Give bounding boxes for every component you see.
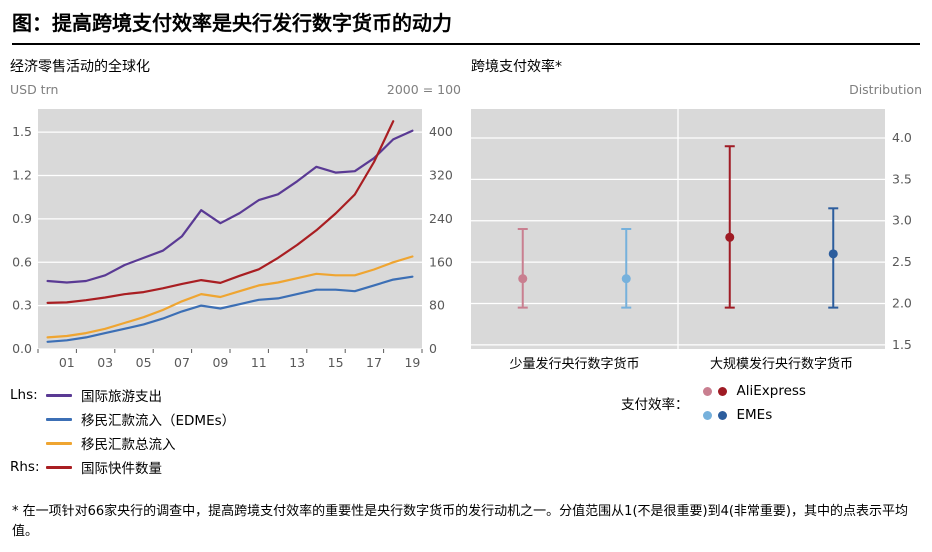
- right-chart-title: 跨境支付效率*: [471, 59, 562, 75]
- usd-trn-unit-label: USD trn: [10, 82, 59, 97]
- right-panel: 跨境支付效率* Distribution 1.5 2.0 2.5 3.0 3.5 4.0 少…: [471, 45, 922, 481]
- legend-row-travel: Lhs: 国际旅游支出: [10, 385, 461, 405]
- lhs-tick: 0.9: [12, 211, 32, 226]
- lhs-tick: 0.0: [12, 341, 32, 356]
- aliexpress-small-dot: [702, 386, 712, 396]
- remit-total-line-swatch: [46, 441, 72, 445]
- lhs-tick: 0.3: [12, 298, 32, 313]
- line-plot-area: [38, 109, 422, 349]
- legend-label-travel: 国际旅游支出: [81, 389, 162, 405]
- left-chart-title: 经济零售活动的全球化: [10, 59, 150, 75]
- mean-dot-light_blue: [621, 274, 631, 284]
- travel-line-swatch: [46, 393, 72, 397]
- emes-small-dot: [702, 410, 712, 420]
- left-panel: 经济零售活动的全球化 USD trn 2000 = 100 0.0 0 0.3 80 0…: [10, 45, 461, 481]
- left-axis-units: USD trn 2000 = 100: [10, 78, 461, 97]
- right-legend: 支付效率： AliExpress EMEs: [471, 383, 922, 423]
- x-tick-label: 01: [59, 355, 75, 370]
- parcels-line-swatch: [46, 465, 72, 469]
- y-tick: 2.5: [892, 254, 912, 269]
- legend-label-emes: EMEs: [736, 407, 773, 423]
- x-tick-label: 03: [97, 355, 113, 370]
- y-tick: 1.5: [892, 337, 912, 352]
- rhs-label: Rhs:: [10, 459, 40, 475]
- legend-label-parcels: 国际快件数量: [81, 461, 162, 477]
- chart-panels: 经济零售活动的全球化 USD trn 2000 = 100 0.0 0 0.3 80 0…: [0, 45, 932, 481]
- line-chart-svg: 0.0 0 0.3 80 0.6 160 0.9 240 1.2 320 1.5 400 01 03 05 0…: [12, 109, 453, 370]
- legend-row-remit-edmes: 移民汇款流入（EDMEs）: [10, 409, 461, 429]
- legend-label-remit-total: 移民汇款总流入: [81, 437, 176, 453]
- remit-edmes-line-swatch: [46, 417, 72, 421]
- right-legend-rows: AliExpress EMEs: [702, 383, 806, 423]
- lhs-tick: 0.6: [12, 254, 32, 269]
- lhs-label: Lhs:: [10, 387, 38, 403]
- legend-label-aliexpress: AliExpress: [736, 383, 806, 399]
- x-tick-label: 07: [174, 355, 190, 370]
- legend-row-emes: EMEs: [702, 407, 806, 423]
- y-tick: 4.0: [892, 130, 912, 145]
- page-title: 图：提高跨境支付效率是央行发行数字货币的动力: [12, 11, 452, 35]
- x-tick-label: 05: [136, 355, 152, 370]
- x-tick-label: 17: [366, 355, 382, 370]
- rhs-tick: 320: [429, 168, 453, 183]
- figure-header: 图：提高跨境支付效率是央行发行数字货币的动力: [0, 0, 932, 45]
- x-tick-label: 19: [404, 355, 420, 370]
- footnote: * 在一项针对66家央行的调查中，提高跨境支付效率的重要性是央行数字货币的发行动…: [12, 503, 909, 539]
- lhs-tick: 1.2: [12, 168, 32, 183]
- legend-label-remit-edmes: 移民汇款流入（EDMEs）: [81, 413, 236, 429]
- rhs-tick: 400: [429, 124, 453, 139]
- x-tick-label: 15: [328, 355, 344, 370]
- emes-large-dot: [717, 410, 727, 420]
- x-tick-label: 11: [251, 355, 267, 370]
- right-axis-units: Distribution: [471, 78, 922, 97]
- mean-dot-dark_red: [725, 232, 735, 242]
- mean-dot-dark_blue: [828, 249, 838, 259]
- payment-efficiency-label: 支付效率：: [621, 397, 689, 413]
- title-underline: [12, 43, 920, 45]
- dot-chart-svg: 1.5 2.0 2.5 3.0 3.5 4.0 少量发行央行数字货币 大规模发行央行数字货币: [471, 109, 912, 371]
- legend-row-parcels: Rhs: 国际快件数量: [10, 457, 461, 477]
- y-tick: 2.0: [892, 295, 912, 310]
- series-blue: [46, 275, 414, 343]
- rhs-tick: 240: [429, 211, 453, 226]
- rhs-tick: 80: [429, 298, 445, 313]
- y-tick: 3.0: [892, 213, 912, 228]
- group-label: 大规模发行央行数字货币: [710, 356, 853, 371]
- aliexpress-large-dot: [717, 386, 727, 396]
- group-label: 少量发行央行数字货币: [509, 356, 639, 371]
- y-tick: 3.5: [892, 171, 912, 186]
- distribution-unit-label: Distribution: [849, 82, 922, 97]
- legend-row-remit-total: 移民汇款总流入: [10, 433, 461, 453]
- rhs-tick: 160: [429, 254, 453, 269]
- x-tick-label: 09: [212, 355, 228, 370]
- left-legend: Lhs: 国际旅游支出 移民汇款流入（EDMEs） 移民汇款总流入 Rhs:: [10, 381, 461, 481]
- rhs-tick: 0: [429, 341, 437, 356]
- legend-row-aliexpress: AliExpress: [702, 383, 806, 399]
- mean-dot-pink: [518, 274, 528, 284]
- series-orange: [46, 255, 414, 339]
- index-unit-label: 2000 = 100: [386, 82, 461, 97]
- series-purple: [46, 129, 414, 284]
- x-tick-label: 13: [289, 355, 305, 370]
- lhs-tick: 1.5: [12, 124, 32, 139]
- series-red: [46, 120, 395, 304]
